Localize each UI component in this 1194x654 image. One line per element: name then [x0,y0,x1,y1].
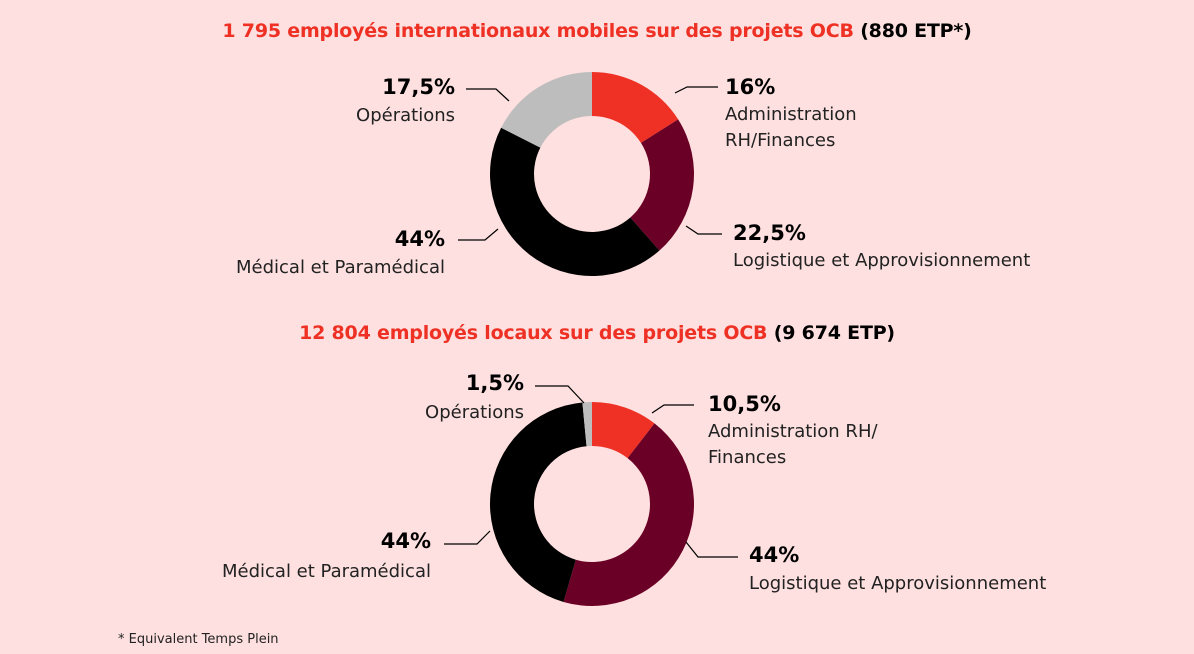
chart-2-leader-3 [444,530,491,545]
chart-1-category-label-4: Opérations [356,105,455,126]
chart-1-title-suffix: (880 ETP*) [860,20,972,42]
chart-1-leader-2 [685,225,722,235]
footnote: * Equivalent Temps Plein [118,632,279,647]
chart-2-category-label-1: Administration RH/ [708,421,878,442]
chart-2-pct-label-4: 1,5% [466,371,524,395]
chart-1-category-label-1: RH/Finances [725,130,835,151]
chart-2-category-label-2: Logistique et Approvisionnement [749,573,1046,594]
chart-1-pct-label-1: 16% [725,75,775,99]
chart-2-slice-2 [563,423,695,606]
chart-2-slice-4 [582,402,592,447]
chart-2-category-label-3: Médical et Paramédical [222,561,431,582]
chart-2-category-label-4: Opérations [425,402,524,423]
chart-2-slice-3 [489,402,587,602]
chart-1-pct-label-3: 44% [395,227,445,251]
chart-2-leader-2 [685,541,738,558]
chart-2-pct-label-3: 44% [381,529,431,553]
chart-2-leader-4 [535,385,585,404]
chart-1-leader-4 [466,88,510,102]
chart-1-slice-1 [592,72,679,143]
chart-1-category-label-2: Logistique et Approvisionnement [733,250,1030,271]
chart-1-title-main: 1 795 employés internationaux mobiles su… [222,20,854,42]
chart-2-category-label-1: Finances [708,447,786,468]
chart-1-slice-2 [630,119,694,251]
chart-1-pct-label-2: 22,5% [733,221,806,245]
chart-1-leader-3 [458,228,499,241]
chart-2-title: 12 804 employés locaux sur des projets O… [0,322,1194,344]
chart-1-pct-label-4: 17,5% [382,75,455,99]
chart-2-title-suffix: (9 674 ETP) [773,322,895,344]
chart-2-title-main: 12 804 employés locaux sur des projets O… [299,322,768,344]
chart-2-pct-label-2: 44% [749,543,799,567]
chart-1-category-label-3: Médical et Paramédical [236,257,445,278]
chart-1-category-label-1: Administration [725,104,857,125]
chart-2-pct-label-1: 10,5% [708,392,781,416]
chart-2-slice-1 [592,402,655,459]
chart-1-leader-1 [674,86,718,94]
chart-1-slice-3 [490,127,660,276]
chart-1-title: 1 795 employés internationaux mobiles su… [0,20,1194,42]
chart-1-slice-4 [501,72,592,148]
chart-2-leader-1 [651,404,694,414]
